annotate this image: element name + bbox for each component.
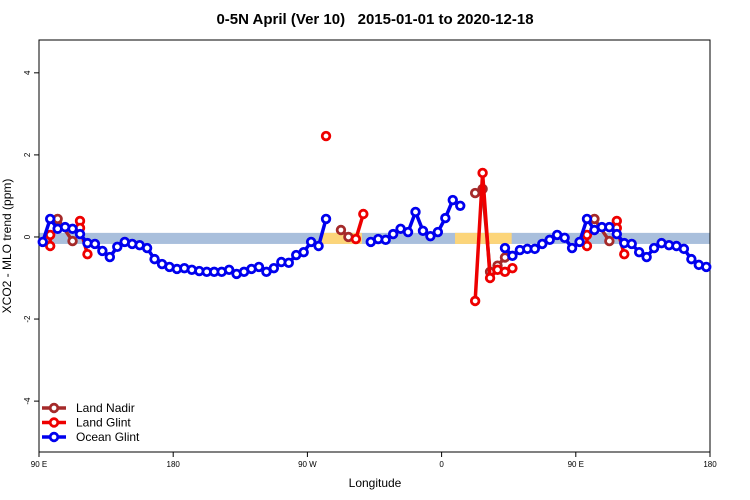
data-point [89,238,101,250]
data-point [223,264,235,276]
data-point [559,232,570,243]
plot-frame [38,39,711,453]
data-point [335,224,347,236]
x-tick-label: 180 [167,460,181,469]
data-point [380,234,391,246]
x-tick-label: 180 [703,460,717,469]
data-point [425,230,436,242]
data-point [253,261,265,273]
data-point [149,253,160,265]
y-axis-label: XCO2 - MLO trend (ppm) [0,179,14,314]
data-point [67,223,78,234]
data-point [619,249,630,260]
data-point [298,246,309,258]
data-point [112,241,123,253]
data-point [44,240,56,252]
data-point [507,262,518,274]
data-point [74,228,86,240]
data-point [477,167,488,179]
data-point [611,228,623,240]
data-point [313,240,324,252]
data-point [82,249,93,260]
x-tick-label: 90 E [31,460,47,469]
legend-marker [48,431,60,443]
data-point [648,242,660,254]
data-point [440,212,451,224]
data-point [641,251,652,263]
data-point [320,130,332,142]
data-point [305,236,317,248]
data-point [529,243,540,255]
data-point [507,250,518,262]
data-point [686,253,697,265]
data-point [268,262,280,274]
band-segment [455,232,512,244]
data-point [701,261,712,273]
y-tick-label: 2 [23,152,32,157]
data-point [350,233,362,245]
data-point [604,235,615,247]
x-axis-label: Longitude [349,476,402,490]
data-point [469,295,481,307]
data-point [67,235,78,247]
legend-label: Land Glint [76,416,131,430]
legend-marker [48,417,60,428]
data-point [455,200,466,211]
data-point [447,194,458,206]
data-point [574,236,585,248]
data-point [537,238,548,250]
y-tick-label: -2 [23,315,32,323]
x-tick-label: 90 E [568,460,584,469]
data-point [581,240,593,252]
legend-marker [48,402,60,414]
legend-label: Ocean Glint [76,430,140,444]
data-point [37,236,48,248]
data-point [358,208,369,220]
data-point [566,242,578,254]
data-point [320,213,332,225]
data-point [626,238,637,250]
x-tick-label: 0 [439,460,444,469]
y-tick-label: -4 [23,397,32,405]
data-point [432,226,444,238]
band-segment [322,232,362,244]
data-point [633,246,645,258]
y-tick-label: 4 [23,70,32,75]
data-point [484,272,496,284]
data-point [141,242,153,254]
x-tick-label: 90 W [298,460,317,469]
data-point [104,251,116,263]
data-point [678,243,690,255]
data-point [417,225,429,237]
data-point [44,213,56,225]
data-point [499,242,511,254]
chart-title: 0-5N April (Ver 10) 2015-01-01 to 2020-1… [216,11,533,28]
data-point [410,206,421,218]
data-point [283,257,294,269]
data-point [402,226,414,238]
y-tick-label: 0 [23,234,32,239]
data-point [387,228,399,240]
legend-label: Land Nadir [76,401,135,415]
data-point [544,234,555,246]
data-point [581,213,593,225]
data-point [469,187,481,199]
data-point [604,221,615,233]
data-point [97,245,108,257]
